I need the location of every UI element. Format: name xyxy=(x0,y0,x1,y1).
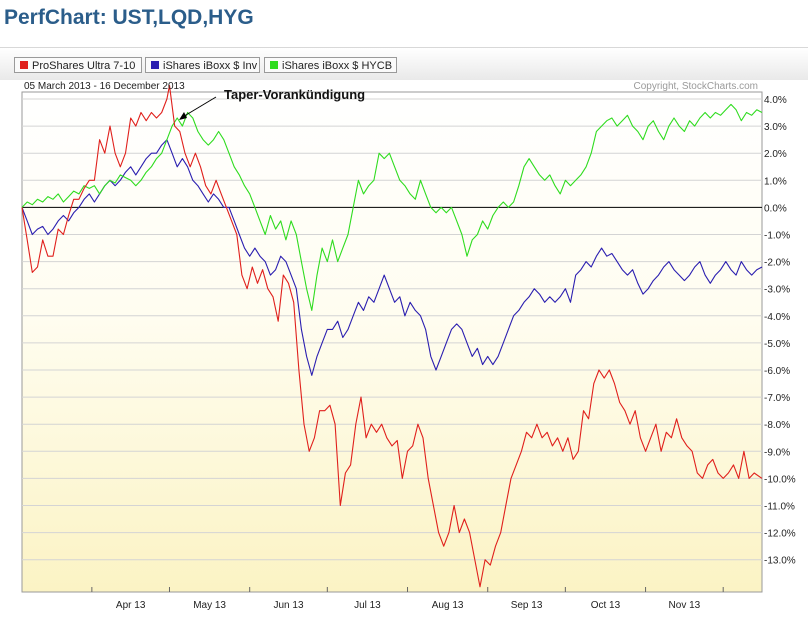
y-tick-label: -13.0% xyxy=(764,556,796,567)
x-tick-label: May 13 xyxy=(193,600,226,611)
date-range: 05 March 2013 - 16 December 2013 xyxy=(24,81,185,92)
series-line-hyg xyxy=(21,103,763,311)
y-tick-label: -7.0% xyxy=(764,393,790,404)
annotation-label: Taper-Vorankündigung xyxy=(224,87,365,102)
series-line-lqd xyxy=(21,139,763,376)
x-tick-label: Jun 13 xyxy=(273,600,303,611)
y-tick-label: 1.0% xyxy=(764,176,787,187)
y-tick-label: -5.0% xyxy=(764,339,790,350)
x-tick-label: Nov 13 xyxy=(669,600,701,611)
annotation-arrow xyxy=(180,96,217,119)
y-tick-label: 4.0% xyxy=(764,95,787,106)
legend-item-hyg[interactable]: iShares iBoxx $ HYCB xyxy=(264,57,397,73)
y-tick-label: 3.0% xyxy=(764,122,787,133)
legend-item-lqd[interactable]: iShares iBoxx $ Inv xyxy=(145,57,260,73)
legend-label-hyg: iShares iBoxx $ HYCB xyxy=(282,60,393,72)
y-tick-label: 0.0% xyxy=(764,203,787,214)
legend-label-lqd: iShares iBoxx $ Inv xyxy=(163,60,258,72)
y-tick-label: -10.0% xyxy=(764,474,796,485)
plot-area xyxy=(21,91,763,593)
x-axis: Apr 13 May 13 Jun 13 Jul 13 Aug 13 Sep 13 Oct … xyxy=(91,587,724,611)
y-tick-label: -1.0% xyxy=(764,231,790,242)
annotation-arrowhead xyxy=(179,112,187,120)
x-tick-label: Jul 13 xyxy=(354,600,381,611)
series-layer xyxy=(21,84,763,588)
y-tick-label: -11.0% xyxy=(764,502,795,513)
legend-item-ust[interactable]: ProShares Ultra 7-10 xyxy=(14,57,142,73)
y-tick-label: -12.0% xyxy=(764,529,796,540)
page-title: PerfChart: UST,LQD,HYG xyxy=(4,6,254,29)
copyright: Copyright, StockCharts.com xyxy=(634,81,759,92)
y-tick-label: -6.0% xyxy=(764,366,790,377)
x-tick-label: Oct 13 xyxy=(591,600,621,611)
legend-swatch-lqd xyxy=(151,61,159,69)
legend-bar: ProShares Ultra 7-10 iShares iBoxx $ Inv… xyxy=(0,47,808,80)
legend-swatch-hyg xyxy=(270,61,278,69)
series-line-ust xyxy=(21,84,763,588)
y-tick-label: -8.0% xyxy=(764,420,790,431)
y-tick-label: -2.0% xyxy=(764,258,790,269)
x-tick-label: Aug 13 xyxy=(432,600,464,611)
x-tick-label: Sep 13 xyxy=(511,600,543,611)
grid xyxy=(22,98,762,561)
x-tick-label: Apr 13 xyxy=(116,600,146,611)
y-axis: 4.0% 3.0% 2.0% 1.0% 0.0% -1.0% -2.0% -3.0% -4.0%… xyxy=(764,95,796,567)
y-tick-label: -9.0% xyxy=(764,447,790,458)
legend-label-ust: ProShares Ultra 7-10 xyxy=(32,60,136,72)
legend-swatch-ust xyxy=(20,61,28,69)
y-tick-label: -4.0% xyxy=(764,312,790,323)
y-tick-label: 2.0% xyxy=(764,149,787,160)
y-tick-label: -3.0% xyxy=(764,285,790,296)
